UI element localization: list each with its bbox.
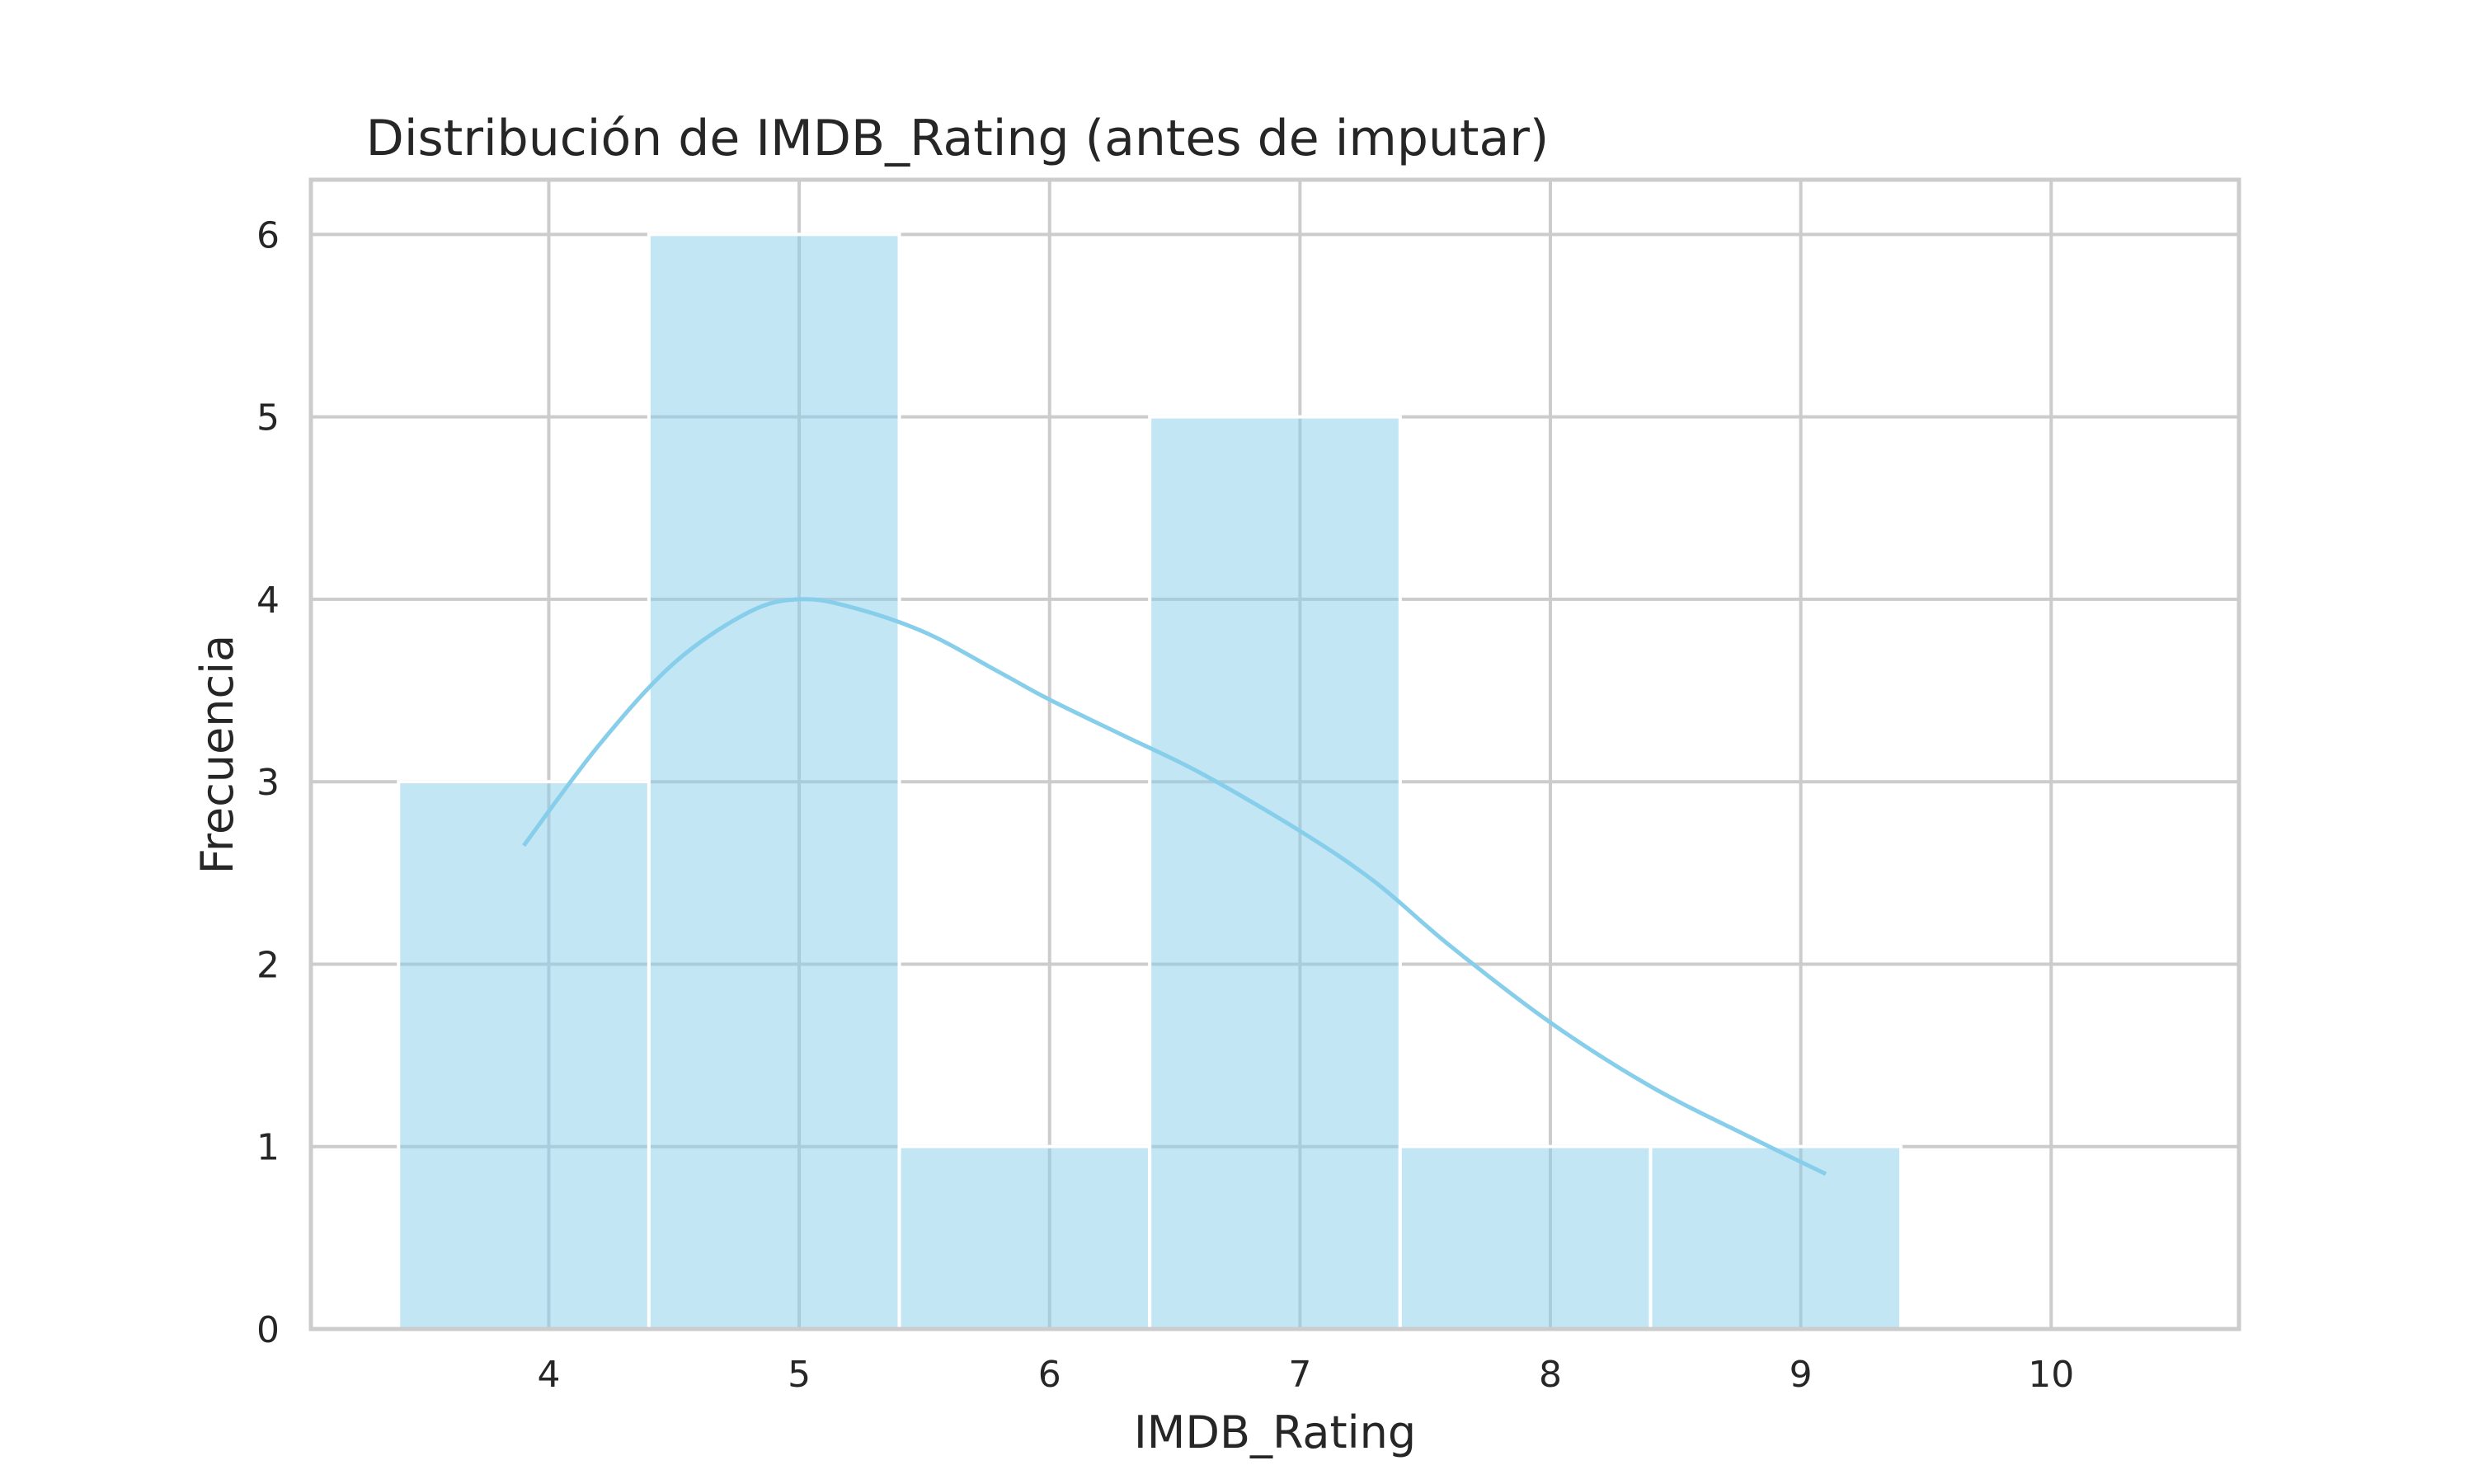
histogram-bar	[1649, 1144, 1903, 1331]
plot-frame	[308, 177, 2241, 1331]
histogram-bar	[1398, 1144, 1653, 1331]
x-tick-label: 8	[1539, 1354, 1562, 1396]
x-tick-label: 6	[1038, 1354, 1061, 1396]
kde-curve	[522, 597, 1827, 1176]
x-ticks: 4 5 6 7 8 9 10	[537, 1354, 2074, 1396]
y-tick-label: 6	[256, 214, 280, 256]
y-tick-label: 5	[256, 397, 280, 439]
y-tick-label: 3	[256, 762, 280, 804]
x-tick-label: 9	[1790, 1354, 1813, 1396]
x-tick-label: 5	[788, 1354, 811, 1396]
chart-title: Distribución de IMDB_Rating (antes de im…	[366, 110, 1550, 167]
x-tick-label: 7	[1288, 1354, 1311, 1396]
histogram-bar	[647, 232, 901, 1331]
y-axis-label: Frecuencia	[191, 635, 243, 875]
bars-layer	[397, 232, 1903, 1331]
y-tick-label: 4	[256, 580, 280, 622]
kde-layer	[522, 597, 1827, 1176]
histogram-bar	[897, 1144, 1152, 1331]
y-tick-label: 0	[256, 1309, 280, 1351]
x-tick-label: 4	[537, 1354, 560, 1396]
y-tick-label: 2	[256, 944, 280, 986]
histogram-bar	[397, 780, 651, 1331]
y-tick-label: 1	[256, 1127, 280, 1169]
x-axis-label: IMDB_Rating	[1134, 1407, 1416, 1458]
y-ticks: 0 1 2 3 4 5 6	[256, 214, 280, 1351]
x-tick-label: 10	[2028, 1354, 2074, 1396]
histogram-bar	[1148, 415, 1402, 1331]
